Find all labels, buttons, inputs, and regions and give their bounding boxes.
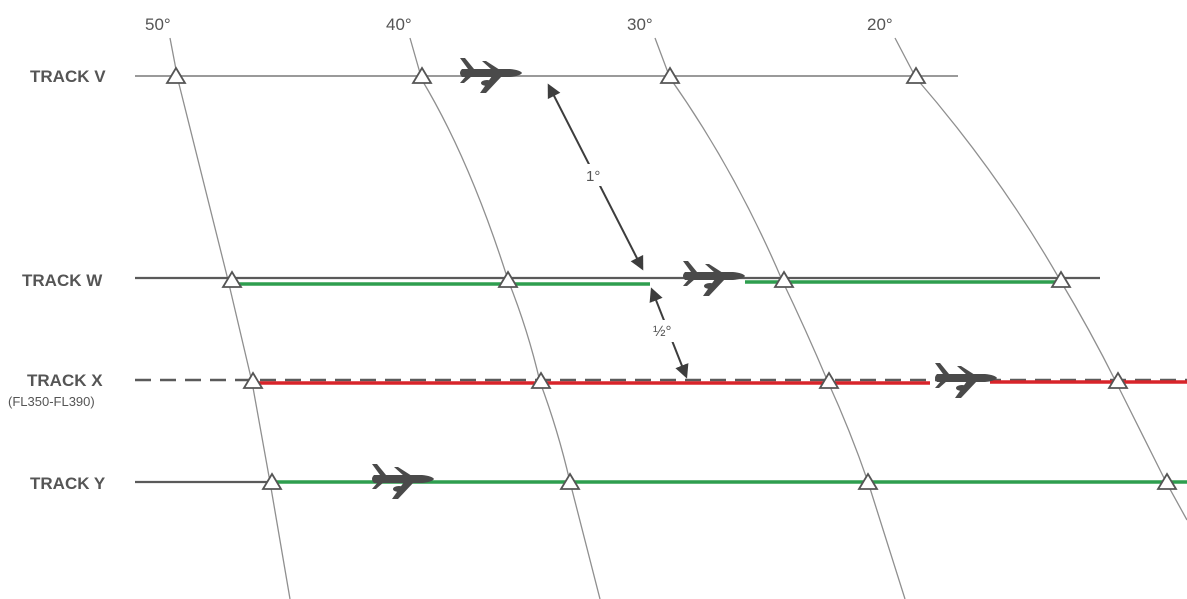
meridian-20 [894, 37, 1187, 521]
longitude-label-30: 30° [627, 15, 653, 34]
airplane-icon [460, 58, 522, 93]
waypoint-triangle-icon [774, 271, 794, 288]
separation-label-half-degree: ½° [653, 323, 672, 340]
longitude-label-50: 50° [145, 15, 171, 34]
track-y-label: TRACK Y [30, 474, 106, 493]
waypoint-triangle-icon [222, 271, 242, 288]
meridian-30 [654, 37, 906, 599]
separation-label-one-degree: 1° [586, 168, 600, 185]
meridian-50 [169, 37, 291, 599]
waypoint-triangle-icon [498, 271, 518, 288]
track-v-label: TRACK V [30, 67, 106, 86]
airplane-icon [935, 363, 997, 398]
waypoint-triangle-icon [1051, 271, 1071, 288]
longitude-label-40: 40° [386, 15, 412, 34]
track-x-label: TRACK X [27, 371, 103, 390]
airplane-icon [372, 464, 434, 499]
meridian-40 [409, 37, 601, 599]
track-w-label: TRACK W [22, 271, 103, 290]
track-x-flight-levels: (FL350-FL390) [8, 394, 95, 409]
longitude-label-20: 20° [867, 15, 893, 34]
airplane-icon [683, 261, 745, 296]
